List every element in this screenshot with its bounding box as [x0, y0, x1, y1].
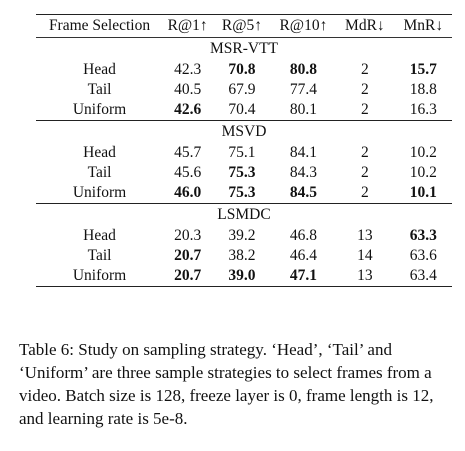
table-cell: 10.1: [409, 184, 437, 201]
table-cell: 15.7: [409, 61, 437, 78]
header-r1: R@1↑: [163, 14, 213, 38]
header-mnr: MnR↓: [394, 14, 452, 38]
section-title: LSMDC: [36, 203, 452, 226]
row-label: Head: [83, 61, 116, 78]
table-cell: 45.6: [174, 164, 202, 181]
table-row: Uniform 20.7 39.0 47.1 13 63.4: [36, 266, 452, 287]
table-cell: 75.1: [228, 144, 256, 161]
table-cell: 10.2: [409, 144, 437, 161]
table-row: Tail 20.7 38.2 46.4 14 63.6: [36, 246, 452, 266]
row-label: Tail: [87, 81, 112, 98]
table-cell: 20.7: [174, 247, 202, 264]
table-cell: 75.3: [228, 184, 256, 201]
table-cell: 2: [360, 81, 369, 98]
section-title: MSR-VTT: [36, 37, 452, 60]
table-cell: 84.1: [289, 144, 317, 161]
table-cell: 18.8: [409, 81, 437, 98]
table-cell: 2: [360, 184, 369, 201]
table-cell: 13: [357, 227, 373, 244]
header-mdr: MdR↓: [335, 14, 395, 38]
table-cell: 2: [360, 164, 369, 181]
table-cell: 42.6: [174, 101, 202, 118]
table-cell: 84.5: [289, 184, 317, 201]
table-cell: 77.4: [289, 81, 317, 98]
table-cell: 13: [335, 266, 395, 287]
table-cell: 67.9: [228, 81, 256, 98]
table-cell: 14: [357, 247, 373, 264]
table-row: Uniform 46.0 75.3 84.5 2 10.1: [36, 183, 452, 204]
table-row: Tail 45.6 75.3 84.3 2 10.2: [36, 163, 452, 183]
table-cell: 2: [360, 101, 369, 118]
row-label: Uniform: [72, 184, 127, 201]
row-label: Uniform: [72, 101, 127, 118]
table-cell: 42.3: [174, 61, 202, 78]
table-cell: 63.4: [394, 266, 452, 287]
table-cell: 45.7: [174, 144, 202, 161]
table-cell: 75.3: [228, 164, 256, 181]
header-row: Frame Selection R@1↑ R@5↑ R@10↑ MdR↓ MnR…: [36, 14, 452, 38]
section-title: MSVD: [36, 120, 452, 143]
table-body: MSR-VTT Head 42.3 70.8 80.8 2 15.7 Tail 40.5 67.9…: [36, 37, 452, 287]
section-title-row: MSVD: [36, 120, 452, 143]
table-cell: 80.1: [289, 101, 317, 118]
table-row: Head 45.7 75.1 84.1 2 10.2: [36, 143, 452, 163]
table-cell: 10.2: [409, 164, 437, 181]
table-cell: 63.3: [409, 227, 437, 244]
table-cell: 38.2: [228, 247, 256, 264]
table-cell: 63.6: [409, 247, 437, 264]
table-row: Head 42.3 70.8 80.8 2 15.7: [36, 60, 452, 80]
table-cell: 80.8: [289, 61, 317, 78]
header-frame-selection: Frame Selection: [36, 14, 164, 38]
table-cell: 39.0: [212, 266, 272, 287]
table-caption: Table 6: Study on sampling strategy. ‘He…: [19, 340, 434, 428]
table-cell: 16.3: [409, 101, 437, 118]
table-cell: 20.7: [163, 266, 213, 287]
table-row: Tail 40.5 67.9 77.4 2 18.8: [36, 80, 452, 100]
table-cell: 20.3: [174, 227, 202, 244]
sampling-strategy-table: Frame Selection R@1↑ R@5↑ R@10↑ MdR↓ MnR…: [36, 14, 452, 287]
header-r5: R@5↑: [212, 14, 272, 38]
row-label: Tail: [87, 247, 112, 264]
header-r10: R@10↑: [271, 14, 336, 38]
table-cell: 70.8: [228, 61, 256, 78]
table-cell: 2: [360, 61, 369, 78]
table-cell: 39.2: [228, 227, 256, 244]
table-cell: 47.1: [271, 266, 336, 287]
table-cell: 46.4: [289, 247, 317, 264]
section-title-row: LSMDC: [36, 203, 452, 226]
row-label: Head: [83, 227, 116, 244]
table-cell: 2: [360, 144, 369, 161]
table-cell: 46.0: [174, 184, 202, 201]
table-row: Uniform 42.6 70.4 80.1 2 16.3: [36, 100, 452, 121]
table-row: Head 20.3 39.2 46.8 13 63.3: [36, 226, 452, 246]
table-cell: 40.5: [174, 81, 202, 98]
results-table-container: Frame Selection R@1↑ R@5↑ R@10↑ MdR↓ MnR…: [36, 14, 452, 287]
row-label: Tail: [87, 164, 112, 181]
section-title-row: MSR-VTT: [36, 37, 452, 60]
row-label: Head: [83, 144, 116, 161]
table-cell: 84.3: [289, 164, 317, 181]
row-label: Uniform: [36, 266, 164, 287]
table-cell: 70.4: [228, 101, 256, 118]
table-cell: 46.8: [289, 227, 317, 244]
